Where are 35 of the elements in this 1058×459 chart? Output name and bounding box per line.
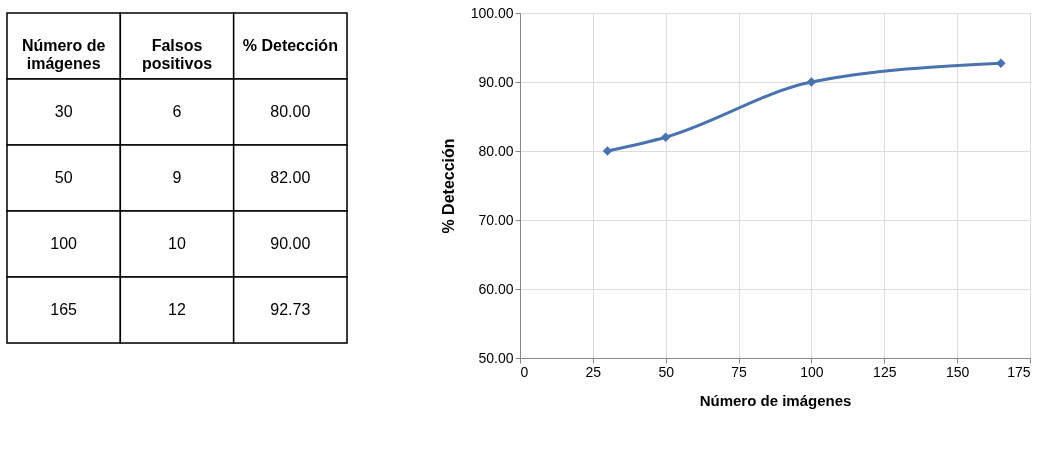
x-tick-label: 100 (800, 363, 824, 380)
point (806, 77, 817, 87)
text: 92.73 (270, 301, 311, 318)
x-tick-label: 150 (945, 363, 970, 380)
point (602, 146, 613, 156)
y-axis-title: % Detección (439, 138, 457, 234)
text: 82.00 (270, 169, 311, 186)
y-tick-label: 100.00 (470, 4, 514, 21)
x-tick-label: 50 (658, 363, 675, 380)
text: 30 (54, 103, 73, 120)
y-tick-label: 70.00 (478, 211, 514, 228)
text: 9 (172, 169, 182, 186)
x-tick-label: 125 (873, 363, 897, 380)
text: % Detección (242, 37, 338, 54)
y-tick-label: 60.00 (478, 280, 514, 297)
text: 6 (172, 103, 182, 120)
y-tick-label: 80.00 (478, 142, 514, 159)
text: 165 (50, 301, 78, 318)
point (660, 132, 671, 142)
x-tick-label: 25 (585, 363, 602, 380)
text: 10 (168, 235, 186, 252)
x-tick-label: 0 (520, 363, 529, 380)
y-tick-label: 50.00 (478, 349, 514, 366)
text: 100 (50, 235, 78, 252)
text: Falsos positivos (141, 37, 213, 72)
y-tick-label: 90.00 (478, 73, 514, 90)
x-axis-title: Número de imágenes (699, 391, 852, 409)
text: 50 (54, 169, 73, 186)
point (996, 58, 1006, 68)
x-tick-label: 175 (1007, 363, 1031, 380)
text: 90.00 (270, 235, 311, 252)
text: Número de imágenes (21, 37, 106, 72)
text: 80.00 (270, 103, 311, 120)
x-tick-label: 75 (731, 363, 748, 380)
text: 12 (168, 301, 186, 318)
